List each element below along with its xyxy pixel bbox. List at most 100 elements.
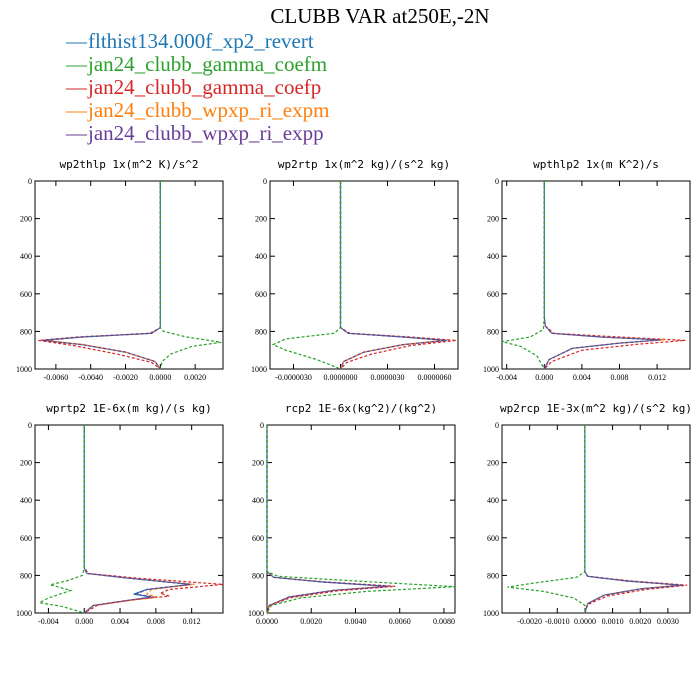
x-tick-label-0-2: -0.0020 <box>113 373 138 382</box>
series-line-purple-5 <box>584 425 682 614</box>
y-tick-label-3-0: 0 <box>28 421 32 430</box>
y-tick-label-5-3: 600 <box>487 534 499 543</box>
series-line-purple-0 <box>43 181 161 370</box>
series-line-blue-1 <box>339 181 448 370</box>
series-line-green-2 <box>501 181 545 370</box>
x-tick-label-2-4: 0.012 <box>648 373 666 382</box>
series-line-blue-2 <box>543 181 662 370</box>
series-line-purple-3 <box>83 425 190 614</box>
series-line-green-1 <box>271 181 342 370</box>
series-line-red-0 <box>38 181 161 370</box>
series-line-orange-3 <box>83 425 195 614</box>
legend-swatch-0: — <box>66 29 87 53</box>
panel-title-2: wpthlp2 1x(m K^2)/s <box>533 158 659 171</box>
series-line-green-4 <box>266 425 456 614</box>
panel-3: wprtp2 1E-6x(m kg)/(s kg) 0 200 400 600 800 10… <box>16 402 224 626</box>
y-tick-label-0-1: 200 <box>20 215 32 224</box>
y-tick-label-2-4: 800 <box>487 327 499 336</box>
y-tick-label-2-3: 600 <box>487 290 499 299</box>
legend-entry-3: —jan24_clubb_wpxp_ri_expm <box>66 99 329 122</box>
x-tick-label-5-2: 0.0000 <box>574 617 596 626</box>
panel-title-4: rcp2 1E-6x(kg^2)/(kg^2) <box>285 402 437 415</box>
y-tick-label-4-0: 0 <box>260 421 264 430</box>
y-tick-label-5-0: 0 <box>495 421 499 430</box>
plot-frame-1 <box>269 180 459 370</box>
x-tick-label-4-2: 0.0040 <box>344 617 366 626</box>
panel-title-5: wp2rcp 1E-3x(m^2 kg)/(s^2 kg) <box>500 402 692 415</box>
x-tick-label-2-3: 0.008 <box>611 373 629 382</box>
x-tick-label-0-0: -0.0060 <box>44 373 69 382</box>
y-tick-label-5-5: 1000 <box>483 609 499 618</box>
y-tick-label-5-1: 200 <box>487 459 499 468</box>
y-tick-label-0-4: 800 <box>20 327 32 336</box>
x-tick-label-5-3: 0.0010 <box>602 617 624 626</box>
series-line-orange-5 <box>584 425 679 614</box>
panel-0: wp2thlp 1x(m^2 K)/s^2 0 200 400 600 800 1000 -0… <box>16 158 224 382</box>
y-tick-label-1-0: 0 <box>263 177 267 186</box>
x-tick-label-3-0: -0.004 <box>38 617 59 626</box>
x-tick-label-1-1: 0.0000000 <box>324 373 358 382</box>
series-line-purple-4 <box>266 425 389 614</box>
x-tick-label-4-4: 0.0080 <box>433 617 455 626</box>
legend-entry-0: —flthist134.000f_xp2_revert <box>66 30 329 53</box>
y-tick-label-0-3: 600 <box>20 290 32 299</box>
x-tick-label-3-2: 0.004 <box>111 617 129 626</box>
series-line-purple-1 <box>339 181 446 370</box>
series-line-orange-1 <box>339 181 444 370</box>
plot-frame-2 <box>501 180 691 370</box>
series-line-red-5 <box>584 425 688 614</box>
y-tick-label-4-5: 1000 <box>248 609 264 618</box>
y-tick-label-3-2: 400 <box>20 496 32 505</box>
series-line-green-5 <box>507 425 586 613</box>
panel-title-1: wp2rtp 1x(m^2 kg)/(s^2 kg) <box>278 158 450 171</box>
y-tick-label-2-5: 1000 <box>483 365 499 374</box>
x-tick-label-5-4: 0.0020 <box>629 617 651 626</box>
y-tick-label-2-2: 400 <box>487 252 499 261</box>
legend-label-4: jan24_clubb_wpxp_ri_expp <box>88 121 324 145</box>
x-tick-label-1-2: 0.0000030 <box>371 373 405 382</box>
y-tick-label-3-1: 200 <box>20 459 32 468</box>
y-tick-label-3-5: 1000 <box>16 609 32 618</box>
panel-title-3: wprtp2 1E-6x(m kg)/(s kg) <box>46 402 212 415</box>
y-tick-label-5-2: 400 <box>487 496 499 505</box>
x-tick-label-3-1: 0.000 <box>75 617 93 626</box>
series-line-blue-0 <box>41 181 161 370</box>
series-line-red-2 <box>543 181 686 370</box>
panel-5: wp2rcp 1E-3x(m^2 kg)/(s^2 kg)0 200 400 600 8… <box>483 402 692 626</box>
y-tick-label-0-2: 400 <box>20 252 32 261</box>
x-tick-label-1-0: -0.0000030 <box>275 373 312 382</box>
x-tick-label-0-1: -0.0040 <box>78 373 103 382</box>
legend: —flthist134.000f_xp2_revert —jan24_clubb… <box>66 30 329 145</box>
y-tick-label-1-5: 1000 <box>251 365 267 374</box>
plot-frame-3 <box>34 424 224 614</box>
legend-label-0: flthist134.000f_xp2_revert <box>88 29 314 53</box>
x-tick-label-2-2: 0.004 <box>573 373 591 382</box>
y-tick-label-1-2: 400 <box>255 252 267 261</box>
y-tick-label-3-3: 600 <box>20 534 32 543</box>
series-line-orange-0 <box>45 181 161 370</box>
x-tick-label-4-1: 0.0020 <box>300 617 322 626</box>
y-tick-label-4-4: 800 <box>252 571 264 580</box>
y-tick-label-1-1: 200 <box>255 215 267 224</box>
y-tick-label-3-4: 800 <box>20 571 32 580</box>
x-tick-label-3-3: 0.008 <box>147 617 165 626</box>
panel-2: wpthlp2 1x(m K^2)/s 0 200 400 600 800 1000-0.0… <box>483 158 691 382</box>
x-tick-label-4-3: 0.0060 <box>389 617 411 626</box>
x-tick-label-2-0: -0.004 <box>496 373 517 382</box>
legend-swatch-3: — <box>66 98 87 122</box>
x-tick-label-0-4: 0.0020 <box>184 373 206 382</box>
series-line-red-3 <box>83 425 224 614</box>
legend-label-1: jan24_clubb_gamma_coefm <box>88 52 328 76</box>
legend-swatch-1: — <box>66 52 87 76</box>
plot-frame-0 <box>34 180 224 370</box>
legend-swatch-2: — <box>66 75 87 99</box>
legend-label-3: jan24_clubb_wpxp_ri_expm <box>88 98 330 122</box>
legend-entry-2: —jan24_clubb_gamma_coefp <box>66 76 329 99</box>
y-tick-label-0-5: 1000 <box>16 365 32 374</box>
y-tick-label-2-1: 200 <box>487 215 499 224</box>
y-tick-label-2-0: 0 <box>495 177 499 186</box>
series-line-green-0 <box>159 181 222 370</box>
legend-entry-4: —jan24_clubb_wpxp_ri_expp <box>66 122 329 145</box>
x-tick-label-4-0: 0.0000 <box>256 617 278 626</box>
